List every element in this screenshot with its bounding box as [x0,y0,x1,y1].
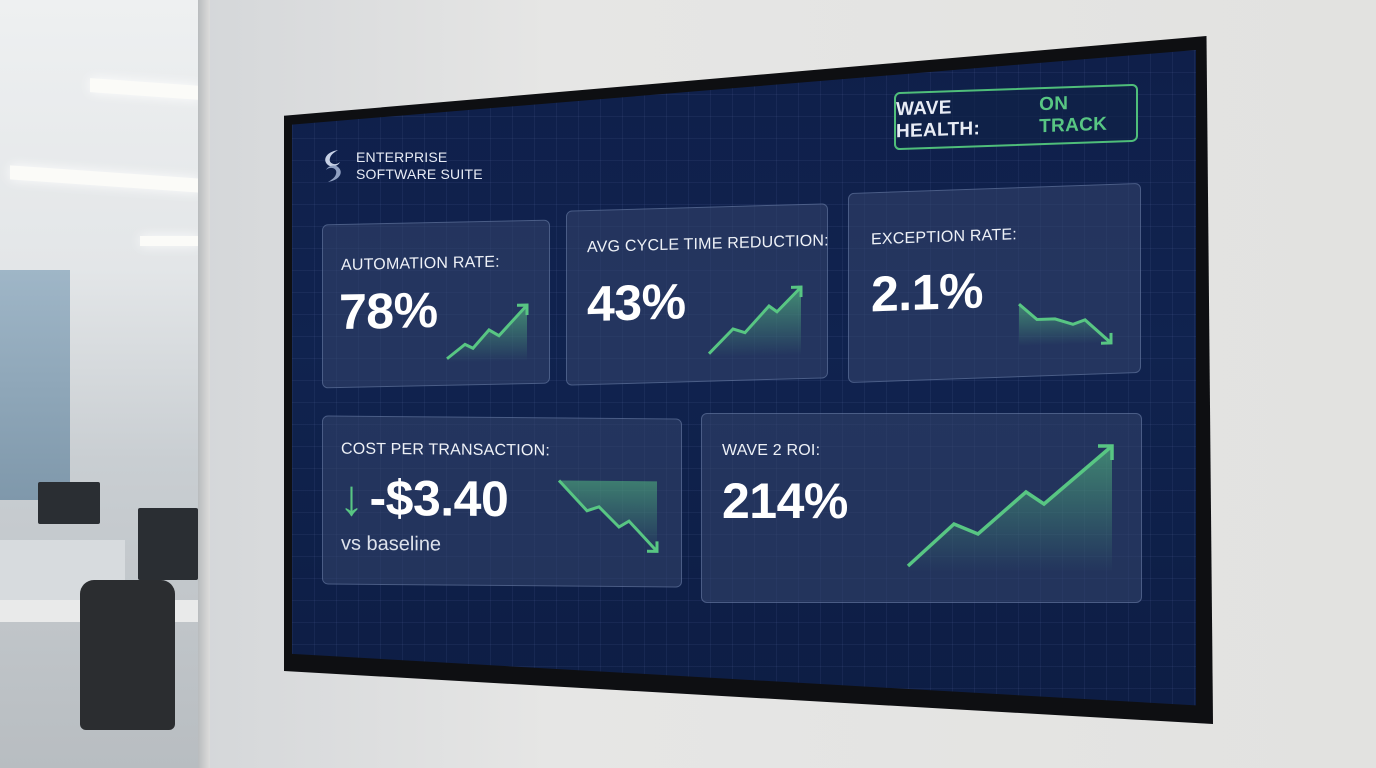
down-arrow-icon: ↓ [339,469,364,526]
ceiling-light [140,236,198,246]
office-background [0,0,198,768]
swirl-logo-icon [325,150,341,182]
metric-label: EXCEPTION RATE: [871,226,1017,249]
metric-card-automation-rate: AUTOMATION RATE: 78% [322,219,550,389]
metric-value: 214% [722,473,848,529]
trend-up-arrow-icon [707,285,803,358]
wave-health-status: ON TRACK [1039,93,1108,138]
metric-value: 2.1% [871,262,983,323]
metric-card-cost-per-transaction: COST PER TRANSACTION: ↓ -$3.40 vs baselin… [322,415,682,588]
trend-up-arrow-icon [446,303,529,363]
metric-label: WAVE 2 ROI: [722,442,821,459]
trend-up-arrow-icon [906,444,1114,572]
ceiling-light [10,165,198,193]
metric-card-cycle-time-reduction: AVG CYCLE TIME REDUCTION: 43% [566,203,829,386]
metric-card-exception-rate: EXCEPTION RATE: 2.1% [848,182,1141,384]
office-monitor [138,508,198,580]
brand-line-2: SOFTWARE SUITE [356,166,483,182]
office-chair [80,580,175,730]
metric-value: 78% [339,281,438,341]
metric-value: 43% [587,273,686,333]
wave-health-label: WAVE HEALTH: [896,97,981,143]
office-window [0,270,70,500]
office-monitor [38,482,100,524]
metric-label: AVG CYCLE TIME REDUCTION: [587,232,829,257]
brand-name: ENTERPRISE SOFTWARE SUITE [356,149,483,183]
brand-line-1: ENTERPRISE [356,149,448,165]
trend-down-arrow-icon [1018,302,1113,347]
metric-label: COST PER TRANSACTION: [341,440,550,460]
metric-label: AUTOMATION RATE: [341,253,500,274]
trend-down-arrow-icon [557,479,659,553]
metric-value-row: ↓ -$3.40 [339,469,508,528]
metric-card-wave2-roi: WAVE 2 ROI: 214% [701,413,1142,603]
metric-value: -$3.40 [369,469,509,528]
wall-edge [198,0,210,768]
metric-subtext: vs baseline [341,532,442,556]
brand-logo: ENTERPRISE SOFTWARE SUITE [318,146,483,186]
ceiling-light [90,78,198,100]
wave-health-badge: WAVE HEALTH: ON TRACK [894,83,1138,151]
